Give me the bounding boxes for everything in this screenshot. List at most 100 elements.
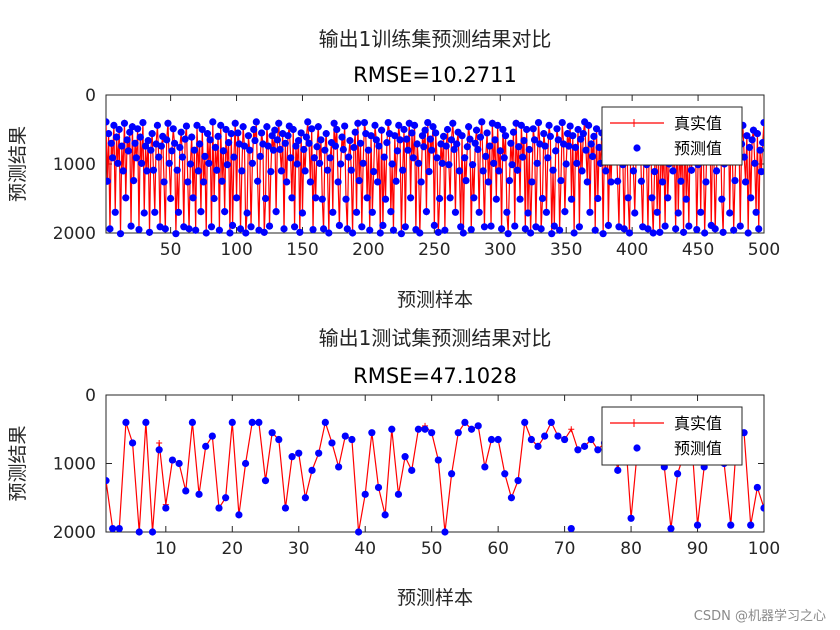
predicted-value-point bbox=[550, 222, 558, 230]
predicted-value-point bbox=[465, 123, 473, 131]
predicted-value-point bbox=[271, 126, 279, 134]
predicted-value-point bbox=[175, 459, 183, 468]
predicted-value-point bbox=[380, 153, 388, 161]
predicted-value-point bbox=[335, 463, 343, 471]
predicted-value-point bbox=[408, 129, 416, 137]
y-tick-label: 2000 bbox=[53, 224, 96, 244]
predicted-value-point bbox=[392, 177, 400, 185]
predicted-value-point bbox=[527, 435, 535, 444]
chart-subtitle-rmse: RMSE=10.2711 bbox=[353, 63, 517, 87]
predicted-value-point bbox=[223, 161, 231, 169]
predicted-value-point bbox=[693, 225, 701, 234]
predicted-value-point bbox=[301, 494, 309, 502]
y-axis-label: 预测结果 bbox=[7, 425, 29, 501]
predicted-value-point bbox=[389, 226, 398, 234]
predicted-value-point bbox=[602, 167, 610, 175]
predicted-value-point bbox=[541, 142, 549, 150]
true-value-marker bbox=[568, 426, 575, 433]
predicted-value-point bbox=[244, 132, 253, 140]
predicted-value-point bbox=[217, 121, 225, 129]
predicted-value-point bbox=[168, 147, 176, 155]
predicted-value-point bbox=[312, 194, 320, 202]
predicted-value-point bbox=[368, 208, 376, 216]
predicted-value-point bbox=[226, 229, 234, 237]
predicted-value-point bbox=[197, 208, 205, 216]
predicted-value-point bbox=[275, 435, 283, 444]
predicted-value-point bbox=[443, 125, 452, 134]
predicted-value-point bbox=[476, 133, 485, 141]
predicted-value-point bbox=[321, 418, 329, 426]
predicted-value-point bbox=[119, 167, 127, 175]
predicted-value-point bbox=[407, 194, 415, 202]
predicted-value-point bbox=[106, 130, 113, 138]
predicted-value-point bbox=[157, 142, 165, 150]
predicted-value-point bbox=[523, 125, 531, 134]
predicted-value-point bbox=[483, 129, 491, 137]
predicted-value-point bbox=[511, 222, 519, 230]
predicted-value-point bbox=[759, 139, 764, 147]
predicted-value-point bbox=[491, 136, 499, 144]
predicted-value-point bbox=[298, 209, 307, 217]
predicted-value-point bbox=[284, 132, 292, 140]
predicted-value-point bbox=[667, 524, 675, 533]
predicted-value-point bbox=[414, 159, 423, 167]
predicted-value-point bbox=[595, 143, 603, 152]
predicted-value-point bbox=[547, 418, 555, 426]
x-tick-label: 30 bbox=[288, 539, 310, 559]
predicted-value-point bbox=[112, 133, 121, 141]
predicted-value-point bbox=[142, 418, 150, 426]
predicted-value-point bbox=[439, 132, 448, 140]
predicted-value-point bbox=[360, 119, 369, 127]
predicted-value-point bbox=[741, 178, 750, 186]
chart-title: 输出1训练集预测结果对比 bbox=[319, 27, 552, 51]
predicted-value-point bbox=[359, 159, 367, 167]
predicted-value-point bbox=[574, 125, 582, 134]
predicted-value-point bbox=[367, 132, 375, 140]
predicted-value-point bbox=[470, 194, 478, 202]
predicted-value-point bbox=[213, 166, 221, 174]
predicted-value-point bbox=[134, 125, 142, 133]
predicted-value-point bbox=[726, 209, 734, 217]
y-tick-label: 2000 bbox=[53, 523, 96, 543]
predicted-value-point bbox=[514, 477, 522, 485]
predicted-value-point bbox=[447, 136, 456, 144]
predicted-value-point bbox=[574, 446, 582, 454]
predicted-value-point bbox=[140, 209, 148, 217]
predicted-value-point bbox=[445, 161, 453, 169]
predicted-value-point bbox=[127, 222, 135, 230]
predicted-value-point bbox=[308, 466, 316, 474]
predicted-value-point bbox=[354, 528, 363, 536]
predicted-value-point bbox=[537, 225, 545, 233]
predicted-value-point bbox=[287, 154, 295, 162]
predicted-value-point bbox=[201, 152, 209, 161]
predicted-value-point bbox=[115, 524, 123, 533]
predicted-value-point bbox=[247, 223, 255, 231]
predicted-value-point bbox=[430, 221, 438, 230]
predicted-value-point bbox=[135, 225, 143, 234]
predicted-value-point bbox=[302, 133, 311, 141]
predicted-value-point bbox=[438, 159, 446, 167]
predicted-value-point bbox=[397, 230, 405, 238]
predicted-value-point bbox=[548, 230, 556, 238]
predicted-value-point bbox=[167, 194, 175, 203]
x-tick-label: 250 bbox=[418, 240, 450, 260]
predicted-value-point bbox=[561, 435, 569, 444]
predicted-value-point bbox=[648, 194, 656, 202]
predicted-value-point bbox=[672, 225, 680, 233]
predicted-value-point bbox=[375, 142, 383, 150]
predicted-value-point bbox=[718, 195, 726, 203]
predicted-value-point bbox=[530, 136, 539, 144]
legend-box bbox=[601, 106, 743, 166]
predicted-value-point bbox=[760, 504, 764, 512]
predicted-value-point bbox=[364, 146, 373, 154]
predicted-value-point bbox=[418, 132, 427, 140]
predicted-value-point bbox=[300, 145, 308, 154]
predicted-value-point bbox=[505, 176, 514, 185]
predicted-value-point bbox=[697, 208, 705, 216]
predicted-value-point bbox=[487, 435, 496, 444]
predicted-value-point bbox=[309, 225, 317, 234]
test-panel: 输出1测试集预测结果对比 RMSE=47.1028 0 1000 2000 10 20 30 4… bbox=[7, 326, 780, 609]
predicted-value-point bbox=[322, 130, 330, 138]
predicted-value-point bbox=[230, 153, 238, 161]
predicted-value-point bbox=[239, 123, 247, 131]
